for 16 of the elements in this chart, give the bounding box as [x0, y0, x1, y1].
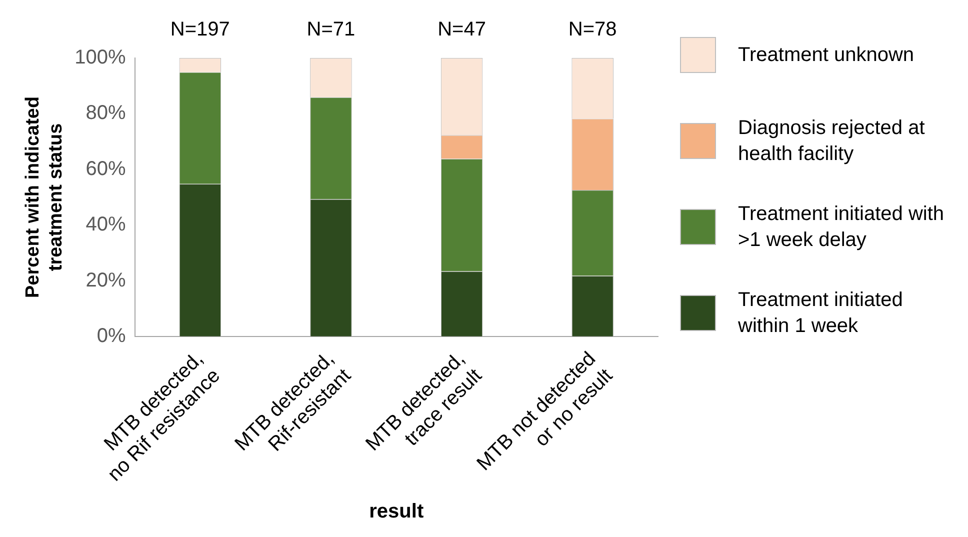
annotation: N=78: [568, 18, 617, 41]
legend-label: Treatment initiated within 1 week: [738, 288, 904, 339]
y-tick-label: 60%: [86, 158, 126, 180]
legend-label: Diagnosis rejected at health facility: [738, 116, 926, 167]
y-tick-label: 100%: [74, 46, 126, 69]
y-axis-title: Percent with indicated treatment status: [22, 96, 66, 298]
legend-label: Treatment initiated with >1 week delay: [738, 202, 946, 253]
annotation: N=47: [438, 18, 486, 41]
y-tick-label: 80%: [86, 102, 126, 124]
y-tick-label: 40%: [86, 214, 126, 236]
annotation: N=197: [170, 18, 230, 41]
y-tick-label: 0%: [96, 324, 126, 347]
x-axis-title: result: [369, 500, 424, 523]
y-tick-label: 20%: [86, 269, 126, 292]
annotation: N=71: [306, 18, 356, 41]
legend-label: Treatment unknown: [738, 43, 916, 68]
